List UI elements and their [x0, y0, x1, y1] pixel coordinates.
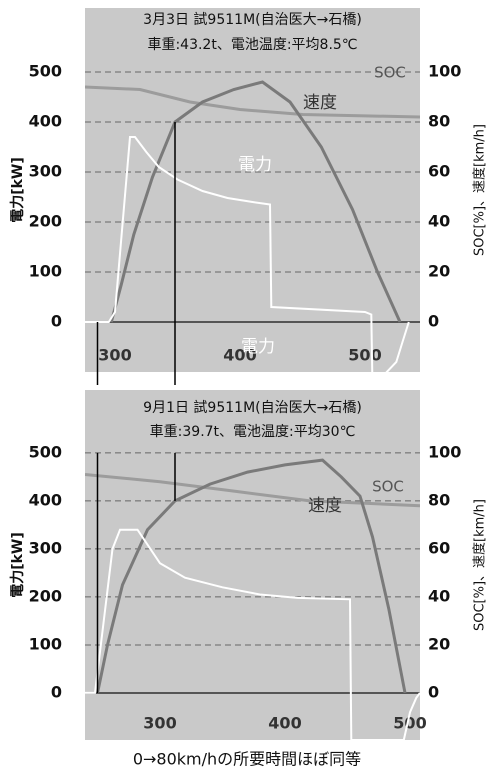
chart-title: 9月1日 試9511M(自治医大→石橋)	[143, 400, 362, 416]
series-line	[85, 136, 410, 372]
y2-axis-title: SOC[%]、速度[km/h]	[472, 124, 488, 256]
x-tick-label: 500	[348, 346, 381, 365]
series-group	[85, 458, 420, 740]
y-tick-label: 0	[51, 682, 62, 701]
caption: 0→80km/hの所要時間ほぼ同等	[133, 750, 361, 769]
series-label: SOC	[372, 478, 404, 496]
y-tick-label: 200	[29, 212, 62, 231]
y2-tick-label: 40	[428, 586, 450, 605]
y2-tick-label: 100	[428, 442, 461, 461]
series-label: 電力	[241, 337, 275, 357]
y-tick-label: 0	[51, 312, 62, 331]
y-tick-label: 100	[29, 262, 62, 281]
y2-axis-title: SOC[%]、速度[km/h]	[472, 499, 488, 631]
x-tick-label: 400	[268, 714, 301, 733]
chart-title: 3月3日 試9511M(自治医大→石橋)	[143, 12, 362, 28]
y-tick-label: 400	[29, 112, 62, 131]
series-line	[85, 85, 420, 119]
series-label: SOC	[374, 64, 406, 82]
series-line	[85, 473, 420, 508]
y-axis-title: 電力[kW]	[9, 157, 26, 223]
y-tick-label: 500	[29, 442, 62, 461]
x-tick-label: 500	[393, 714, 426, 733]
y-tick-label: 200	[29, 586, 62, 605]
x-tick-label: 300	[98, 346, 131, 365]
y2-tick-label: 60	[428, 162, 450, 181]
y-tick-label: 100	[29, 634, 62, 653]
series-group	[85, 80, 420, 372]
y-tick-label: 300	[29, 538, 62, 557]
x-tick-label: 400	[223, 346, 256, 365]
y2-tick-label: 80	[428, 112, 450, 131]
series-label: 電力	[238, 155, 272, 175]
y2-tick-label: 20	[428, 634, 450, 653]
y-tick-label: 500	[29, 62, 62, 81]
series-label: 速度	[308, 496, 342, 516]
y-axis-title: 電力[kW]	[9, 532, 26, 598]
plot-bg	[85, 8, 420, 372]
series-line	[85, 528, 420, 740]
series-line	[96, 458, 407, 694]
series-label: 速度	[303, 93, 337, 113]
y2-tick-label: 0	[428, 312, 439, 331]
y2-tick-label: 100	[428, 62, 461, 81]
chart-subtitle: 車重:39.7t、電池温度:平均30℃	[150, 423, 356, 440]
y-tick-label: 300	[29, 162, 62, 181]
y2-tick-label: 20	[428, 262, 450, 281]
x-tick-label: 300	[143, 714, 176, 733]
y2-tick-label: 60	[428, 538, 450, 557]
y2-tick-label: 40	[428, 212, 450, 231]
series-line	[109, 80, 402, 323]
y2-tick-label: 0	[428, 682, 439, 701]
y2-tick-label: 80	[428, 490, 450, 509]
plot-bg	[85, 390, 420, 740]
y-tick-label: 400	[29, 490, 62, 509]
chart-subtitle: 車重:43.2t、電池温度:平均8.5℃	[147, 36, 357, 53]
